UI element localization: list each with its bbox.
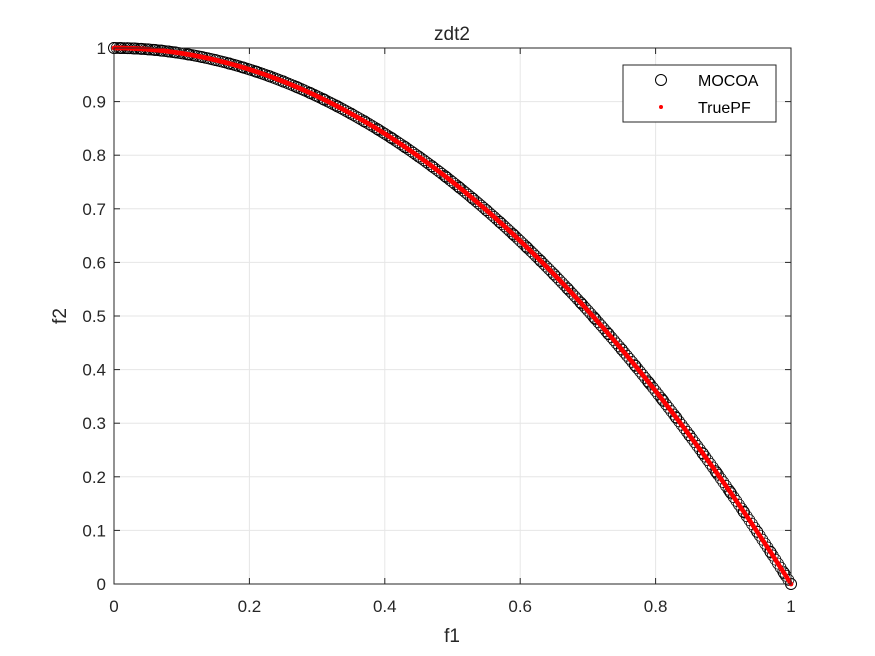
- legend-mocoa-marker: [655, 74, 667, 86]
- y-tick-label: 0.4: [82, 361, 106, 380]
- chart-title: zdt2: [434, 24, 470, 45]
- y-tick-label: 0.8: [82, 146, 106, 165]
- mocoa-point: [329, 99, 342, 112]
- mocoa-point: [321, 95, 334, 108]
- mocoa-point: [319, 94, 331, 106]
- mocoa-point: [372, 123, 384, 136]
- legend: MOCOA TruePF: [622, 64, 777, 123]
- ticks: [113, 47, 792, 585]
- legend-box: [622, 64, 777, 123]
- mocoa-point: [697, 447, 709, 460]
- mocoa-point: [575, 297, 588, 310]
- y-tick-label: 0.9: [82, 93, 106, 112]
- y-tick-label: 0.5: [82, 307, 106, 326]
- watermark: 知乎 @IT猿手: [728, 612, 852, 635]
- mocoa-point: [782, 574, 795, 586]
- mocoa-point: [588, 312, 601, 325]
- mocoa-point: [337, 103, 349, 116]
- x-tick-label: 0.6: [508, 597, 532, 616]
- mocoa-point: [669, 411, 682, 424]
- mocoa-point: [385, 132, 398, 145]
- legend-mocoa-label: MOCOA: [698, 73, 759, 90]
- y-axis-label: f2: [50, 308, 71, 324]
- mocoa-point: [778, 567, 791, 580]
- x-tick-label: 0.4: [373, 597, 397, 616]
- truepf-series: [111, 45, 794, 587]
- x-axis-label: f1: [444, 626, 460, 647]
- mocoa-point: [313, 91, 326, 104]
- x-tick-label: 0: [109, 597, 118, 616]
- mocoa-point: [332, 100, 344, 113]
- mocoa-point: [334, 102, 347, 114]
- x-tick-label: 1: [786, 597, 795, 616]
- y-tick-label: 0.2: [82, 468, 106, 487]
- y-tick-label: 0: [97, 575, 106, 594]
- mocoa-point: [777, 565, 790, 578]
- legend-truepf-label: TruePF: [698, 100, 751, 117]
- x-tick-labels: 0 0.2 0.4 0.6 0.8 1: [109, 597, 795, 616]
- x-tick-label: 0.2: [238, 597, 262, 616]
- mocoa-point: [326, 98, 339, 110]
- y-tick-label: 0.1: [82, 521, 106, 540]
- y-tick-label: 1: [97, 39, 106, 58]
- y-tick-label: 0.7: [82, 200, 106, 219]
- y-tick-label: 0.3: [82, 414, 106, 433]
- mocoa-point: [316, 92, 329, 105]
- mocoa-point: [324, 96, 336, 109]
- legend-truepf-marker: [659, 105, 663, 109]
- y-tick-label: 0.6: [82, 253, 106, 272]
- y-tick-labels: 0 0.1 0.2 0.3 0.4 0.5 0.6 0.7 0.8 0.9 1: [82, 39, 106, 594]
- mocoa-point: [521, 241, 533, 254]
- x-tick-label: 0.8: [644, 597, 668, 616]
